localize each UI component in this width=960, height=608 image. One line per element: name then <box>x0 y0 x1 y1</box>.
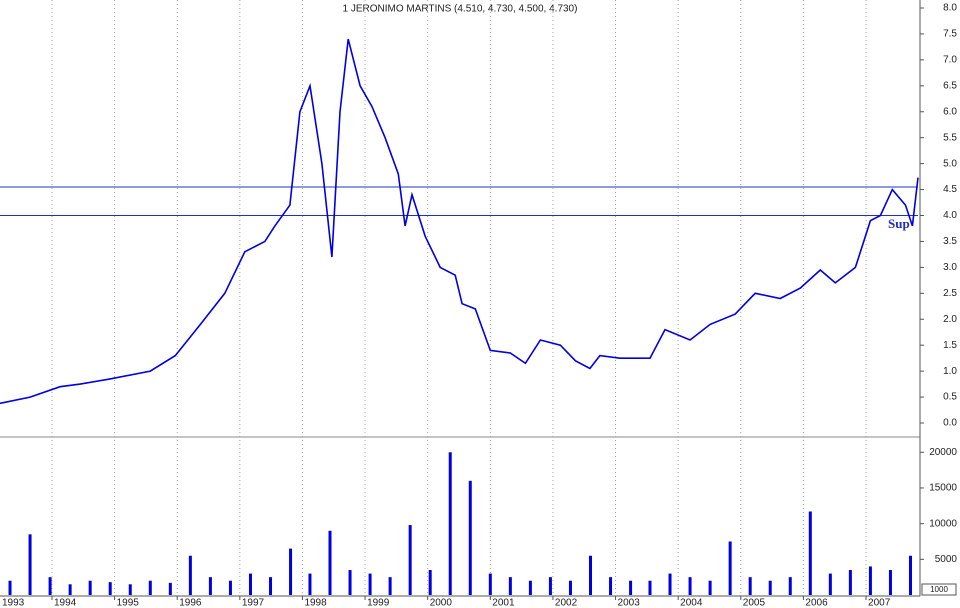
chart-title: 1 JERONIMO MARTINS (4.510, 4.730, 4.500,… <box>343 4 578 15</box>
y-tick-label: 4.0 <box>943 210 957 221</box>
y-tick-label: 5.0 <box>943 158 957 169</box>
volume-bar <box>668 573 672 595</box>
volume-bar <box>748 577 752 595</box>
volume-bar <box>388 577 392 595</box>
x-tick-label: 1998 <box>304 598 327 608</box>
volume-bar <box>548 577 552 595</box>
x-tick-label: 2003 <box>618 598 641 608</box>
volume-bar <box>648 580 652 595</box>
annotation: Sup <box>888 216 910 231</box>
volume-bar <box>68 584 72 595</box>
unit-box <box>921 583 957 596</box>
y-tick-label: 0.5 <box>943 392 957 403</box>
y-tick-label: 4.5 <box>943 184 957 195</box>
volume-bar <box>269 577 273 595</box>
volume-bar <box>828 573 832 595</box>
volume-bar <box>289 548 293 595</box>
volume-bar <box>568 580 572 595</box>
volume-bar <box>328 530 332 595</box>
volume-bar <box>248 573 252 595</box>
volume-bar <box>908 555 912 595</box>
y-tick-label: 6.0 <box>943 106 957 117</box>
volume-bar <box>848 570 852 595</box>
y-tick-label: 15000 <box>929 483 957 494</box>
volume-bar <box>8 580 12 595</box>
volume-bar <box>468 480 472 595</box>
volume-bar <box>448 452 452 595</box>
volume-bar <box>168 582 172 595</box>
x-tick-label: 1999 <box>367 598 390 608</box>
volume-bar <box>488 573 492 595</box>
x-tick-label: 1993 <box>2 598 25 608</box>
volume-bar <box>408 525 412 595</box>
x-tick-label: 2000 <box>430 598 453 608</box>
y-tick-label: 7.0 <box>943 55 957 66</box>
y-tick-label: 0.0 <box>943 418 957 429</box>
volume-bar <box>28 534 32 595</box>
volume-bar <box>48 577 52 595</box>
volume-bar <box>708 580 712 595</box>
x-tick-label: 2004 <box>680 598 703 608</box>
volume-bar <box>629 580 633 595</box>
y-tick-label: 10000 <box>929 518 957 529</box>
x-tick-label: 1996 <box>179 598 202 608</box>
x-tick-label: 1995 <box>117 598 140 608</box>
x-tick-label: 2002 <box>555 598 578 608</box>
y-tick-label: 6.5 <box>943 80 957 91</box>
y-tick-label: 8.0 <box>943 3 957 14</box>
volume-bar <box>508 577 512 595</box>
volume-bar <box>728 541 732 595</box>
volume-bar <box>108 582 112 595</box>
volume-bar <box>188 555 192 595</box>
y-tick-label: 5000 <box>935 554 958 565</box>
volume-bar <box>688 577 692 595</box>
y-tick-label: 1.5 <box>943 340 957 351</box>
y-tick-label: 2.5 <box>943 288 957 299</box>
volume-bar <box>88 580 92 595</box>
y-tick-label: 20000 <box>929 447 957 458</box>
y-tick-label: 5.5 <box>943 132 957 143</box>
volume-bar <box>788 577 792 595</box>
volume-bar <box>368 573 372 595</box>
y-tick-label: 1.0 <box>943 366 957 377</box>
volume-bar <box>609 577 613 595</box>
volume-bar <box>768 580 772 595</box>
y-tick-label: 3.5 <box>943 236 957 247</box>
volume-bar <box>308 573 312 595</box>
volume-bar <box>868 566 872 595</box>
unit-label: 1000 <box>930 585 948 594</box>
x-tick-label: 2006 <box>805 598 828 608</box>
volume-bar <box>228 580 232 595</box>
y-tick-label: 7.5 <box>943 29 957 40</box>
volume-bar <box>888 570 892 595</box>
x-tick-label: 1997 <box>242 598 265 608</box>
volume-bar <box>148 580 152 595</box>
y-tick-label: 3.0 <box>943 262 957 273</box>
volume-bar <box>348 570 352 595</box>
volume-bar <box>528 580 532 595</box>
volume-bar <box>128 584 132 595</box>
x-tick-label: 1994 <box>54 598 77 608</box>
x-tick-label: 2001 <box>492 598 515 608</box>
volume-bar <box>428 570 432 595</box>
price-line <box>0 38 919 405</box>
y-tick-label: 2.0 <box>943 314 957 325</box>
volume-bar <box>589 555 593 595</box>
volume-bar <box>208 577 212 595</box>
x-tick-label: 2007 <box>868 598 891 608</box>
x-tick-label: 2005 <box>743 598 766 608</box>
volume-bar <box>808 511 812 595</box>
